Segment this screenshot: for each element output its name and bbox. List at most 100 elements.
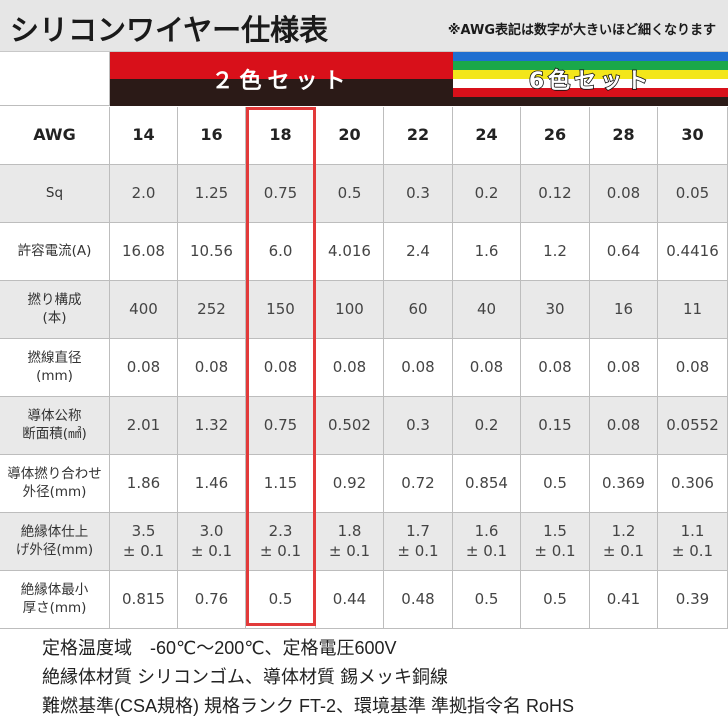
rating-note: 定格温度域 -60℃～200℃、定格電圧600V [42,638,397,658]
table-cell: 0.75 [246,165,316,223]
table-cell: 0.15 [521,397,590,455]
table-cell: 0.08 [453,339,521,397]
table-cell: 0.41 [590,571,658,629]
table-cell: 0.369 [590,455,658,513]
six-color-set-label: 6色セット [528,68,653,95]
table-cell: 252 [178,281,246,339]
cell-line: 1.6 [474,522,499,540]
row-label-line: 絶縁体仕上 [20,523,89,540]
color-stripe [453,52,728,61]
table-cell: 1.15 [246,455,316,513]
table-cell: 0.08 [521,339,590,397]
row-label-line: (本) [42,309,67,326]
color-stripe [453,79,728,88]
table-cell: 1.2 ± 0.1 [590,513,658,571]
row-label-line: げ外径(mm) [15,541,94,558]
table-cell: 1.2 [521,223,590,281]
table-cell: 16 [590,281,658,339]
table-cell: 0.5 [246,571,316,629]
table-cell: 30 [521,281,590,339]
table-cell: 0.5 [453,571,521,629]
table-cell: 0.854 [453,455,521,513]
table-cell: 1.32 [178,397,246,455]
table-cell: 100 [316,281,384,339]
row-label: 撚線直径 (mm) [0,339,110,397]
table-cell: 0.12 [521,165,590,223]
table-cell: 0.08 [658,339,728,397]
cell-line: 3.0 [199,522,224,540]
table-cell: 60 [384,281,453,339]
material-note: 絶縁体材質 シリコンゴム、導体材質 錫メッキ銅線 [42,667,448,687]
row-label-line: (mm) [36,367,73,384]
table-cell: 2.4 [384,223,453,281]
row-label-line: 絶縁体最小 [20,581,89,598]
table-cell: 0.815 [110,571,178,629]
awg-note: ※AWG表記は数字が大きいほど細くなります [447,23,716,38]
table-cell: 0.0552 [658,397,728,455]
table-cell: 0.75 [246,397,316,455]
table-cell: 0.2 [453,397,521,455]
table-cell: 0.08 [110,339,178,397]
awg-column-header: 26 [521,107,590,165]
awg-column-header: 14 [110,107,178,165]
cell-line: 1.8 [337,522,362,540]
table-cell: 0.48 [384,571,453,629]
cell-line: 1.2 [611,522,636,540]
row-label-line: 導体公称 [27,407,82,424]
page-title: シリコンワイヤー仕様表 [10,13,329,47]
table-cell: 16.08 [110,223,178,281]
two-color-set-banner: ２色セット [110,52,453,106]
cell-line: ± 0.1 [602,541,645,560]
table-cell: 2.0 [110,165,178,223]
color-stripe [453,61,728,70]
table-cell: 6.0 [246,223,316,281]
table-cell: 0.306 [658,455,728,513]
black-stripe [110,79,453,106]
awg-column-header: 22 [384,107,453,165]
table-cell: 1.8 ± 0.1 [316,513,384,571]
table-cell: 0.3 [384,165,453,223]
table-cell: 1.1 ± 0.1 [658,513,728,571]
spec-table: AWG 14 16 18 20 22 24 26 28 30 Sq 2.0 1.25 0.75 0.5 0.3… [0,52,728,629]
table-cell: 0.72 [384,455,453,513]
row-label-line: 厚さ(mm) [22,599,87,616]
row-label-line: 導体撚り合わせ [7,465,102,482]
standards-note: 難燃基準(CSA規格) 規格ランク FT-2、環境基準 準拠指令名 RoHS [42,696,575,716]
awg-column-header: 30 [658,107,728,165]
table-cell: 40 [453,281,521,339]
table-cell: 150 [246,281,316,339]
row-label: 撚り構成 (本) [0,281,110,339]
red-stripe [110,52,453,79]
table-cell: 10.56 [178,223,246,281]
table-cell: 0.08 [590,397,658,455]
cell-line: ± 0.1 [122,541,165,560]
cell-line: 1.7 [406,522,430,540]
table-cell: 11 [658,281,728,339]
awg-column-header: 28 [590,107,658,165]
row-label: 絶縁体仕上 げ外径(mm) [0,513,110,571]
table-cell: 0.4416 [658,223,728,281]
row-label-line: 断面積(㎟) [22,425,87,442]
row-label-line: Sq [45,184,64,201]
row-label: 許容電流(A) [0,223,110,281]
table-cell: 0.502 [316,397,384,455]
row-label-line: 撚線直径 [27,349,82,366]
table-cell: 0.76 [178,571,246,629]
table-cell: 0.5 [521,455,590,513]
cell-line: ± 0.1 [328,541,371,560]
table-cell: 0.08 [316,339,384,397]
title-bar: シリコンワイヤー仕様表 ※AWG表記は数字が大きいほど細くなります [0,0,728,52]
table-cell: 0.08 [178,339,246,397]
table-cell: 0.08 [590,165,658,223]
spec-notes: 定格温度域 -60℃～200℃、定格電圧600V 絶縁体材質 シリコンゴム、導体… [42,634,722,721]
cell-line: ± 0.1 [190,541,233,560]
table-cell: 0.92 [316,455,384,513]
table-cell: 1.46 [178,455,246,513]
row-label: 導体公称 断面積(㎟) [0,397,110,455]
cell-line: ± 0.1 [671,541,714,560]
table-cell: 0.64 [590,223,658,281]
table-cell: 3.0 ± 0.1 [178,513,246,571]
table-cell: 0.39 [658,571,728,629]
table-cell: 3.5 ± 0.1 [110,513,178,571]
cell-line: 1.5 [543,522,567,540]
